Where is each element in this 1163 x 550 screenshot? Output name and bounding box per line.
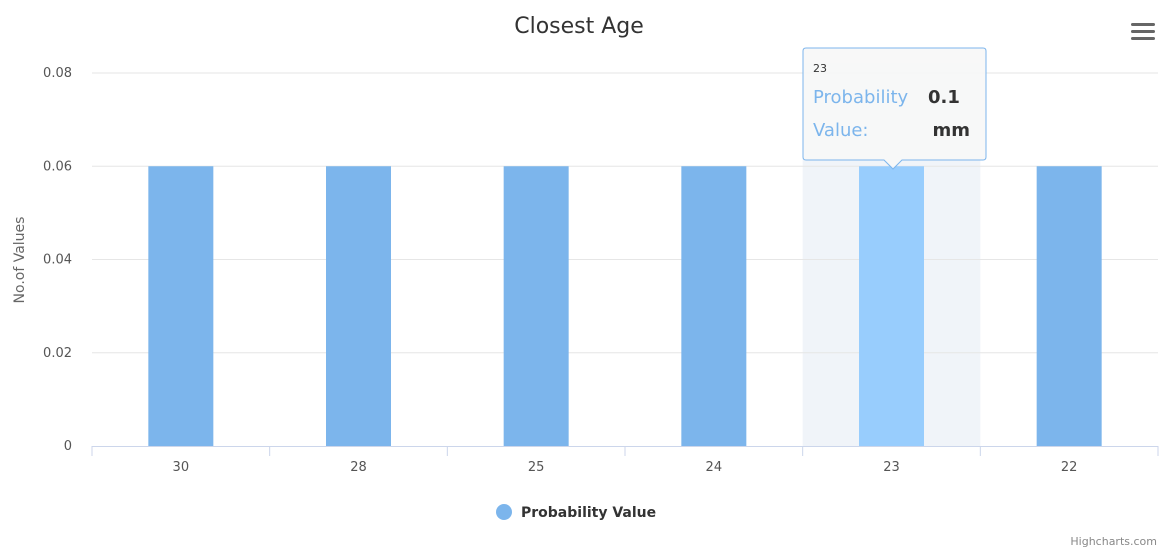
tooltip-key-value: Value:	[813, 120, 869, 141]
tooltip-box	[802, 47, 987, 170]
hamburger-menu-icon	[1131, 23, 1155, 40]
x-tick-label: 23	[883, 460, 900, 475]
chart-title: Closest Age	[514, 14, 644, 39]
y-tick-label: 0	[64, 439, 72, 454]
x-tick-label: 25	[528, 460, 545, 475]
x-tick-label: 24	[706, 460, 723, 475]
y-tick-label: 0.06	[43, 159, 72, 174]
tooltip-value-probability: 0.1	[928, 87, 960, 108]
bar-23[interactable]	[859, 166, 924, 446]
bars	[148, 166, 1102, 446]
bar-25[interactable]	[503, 166, 569, 446]
y-tick-label: 0.02	[43, 346, 72, 361]
x-tick-label: 30	[173, 460, 190, 475]
bar-24[interactable]	[681, 166, 747, 446]
tooltip-key-probability: Probability	[813, 87, 908, 108]
y-axis-ticks: 0 0.02 0.04 0.06 0.08	[43, 66, 72, 454]
legend-symbol	[496, 504, 512, 520]
x-tick-label: 28	[350, 460, 367, 475]
tooltip-header: 23	[813, 62, 827, 75]
y-tick-label: 0.04	[43, 253, 72, 268]
x-axis	[91, 446, 1159, 456]
tooltip-value-value: mm	[932, 120, 970, 141]
tooltip: 23 Probability 0.1 Value: mm	[802, 47, 987, 170]
y-tick-label: 0.08	[43, 66, 72, 81]
y-axis-label: No.of Values	[12, 217, 28, 304]
bar-28[interactable]	[326, 166, 391, 446]
bar-22[interactable]	[1036, 166, 1102, 446]
legend-item[interactable]: Probability Value	[496, 504, 656, 521]
x-tick-label: 22	[1061, 460, 1078, 475]
bar-30[interactable]	[148, 166, 214, 446]
grid-lines	[92, 72, 1158, 354]
credits-link[interactable]: Highcharts.com	[1070, 535, 1157, 548]
legend-label: Probability Value	[521, 505, 656, 521]
x-axis-ticks: 30 28 25 24 23 22	[173, 460, 1078, 475]
chart-menu-button[interactable]	[1126, 16, 1158, 44]
